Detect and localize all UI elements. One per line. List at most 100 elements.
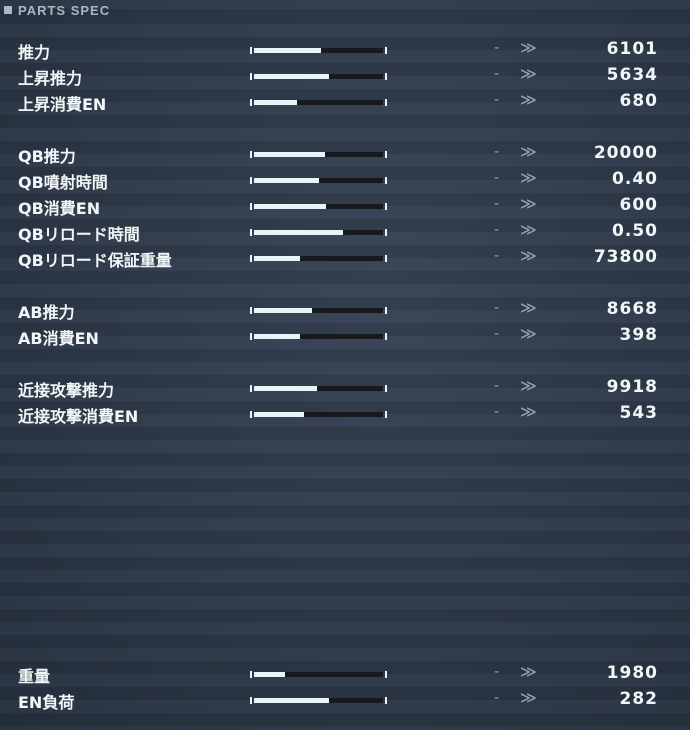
spec-row[interactable]: QB消費EN - ≫ 600 xyxy=(0,193,690,219)
spec-row[interactable]: 上昇消費EN - ≫ 680 xyxy=(0,89,690,115)
bar-cap xyxy=(385,99,387,106)
spec-value: 1980 xyxy=(606,663,658,683)
spec-label: AB推力 xyxy=(18,303,75,322)
bar-cap xyxy=(250,47,252,54)
bar-track xyxy=(254,152,383,157)
spec-value: 680 xyxy=(619,91,658,111)
spec-label: QB推力 xyxy=(18,147,76,166)
double-chevron-right-icon: ≫ xyxy=(520,220,537,239)
spec-value: 8668 xyxy=(606,299,658,319)
spec-bar xyxy=(250,151,387,158)
panel-header: PARTS SPEC xyxy=(4,2,110,18)
bar-cap xyxy=(385,333,387,340)
spec-label: 近接攻撃推力 xyxy=(18,381,115,400)
spec-bar xyxy=(250,47,387,54)
spec-row[interactable]: QB推力 - ≫ 20000 xyxy=(0,141,690,167)
bar-cap xyxy=(385,73,387,80)
bar-track xyxy=(254,230,383,235)
spec-label: QB消費EN xyxy=(18,199,101,218)
delta-value: - xyxy=(494,144,500,160)
spec-label: 推力 xyxy=(18,43,51,62)
bar-cap xyxy=(250,697,252,704)
spec-row[interactable]: QBリロード時間 - ≫ 0.50 xyxy=(0,219,690,245)
bar-track xyxy=(254,204,383,209)
bar-fill xyxy=(254,74,329,79)
bar-cap xyxy=(385,385,387,392)
double-chevron-right-icon: ≫ xyxy=(520,194,537,213)
spec-bar xyxy=(250,229,387,236)
spec-value: 0.50 xyxy=(612,221,658,241)
bar-cap xyxy=(385,671,387,678)
spec-bar xyxy=(250,411,387,418)
bar-cap xyxy=(250,333,252,340)
spec-row[interactable]: QBリロード保証重量 - ≫ 73800 xyxy=(0,245,690,271)
delta-value: - xyxy=(494,66,500,82)
spec-row[interactable]: 推力 - ≫ 6101 xyxy=(0,37,690,63)
bar-cap xyxy=(385,697,387,704)
bar-cap xyxy=(250,151,252,158)
delta-value: - xyxy=(494,690,500,706)
bar-cap xyxy=(385,411,387,418)
bar-track xyxy=(254,308,383,313)
square-bullet-icon xyxy=(4,6,12,14)
delta-value: - xyxy=(494,170,500,186)
bar-cap xyxy=(250,671,252,678)
double-chevron-right-icon: ≫ xyxy=(520,324,537,343)
bar-cap xyxy=(250,307,252,314)
spec-label: 重量 xyxy=(18,667,51,686)
bar-cap xyxy=(385,229,387,236)
spec-row[interactable]: 上昇推力 - ≫ 5634 xyxy=(0,63,690,89)
delta-value: - xyxy=(494,664,500,680)
spec-row[interactable]: 重量 - ≫ 1980 xyxy=(0,661,690,687)
bar-cap xyxy=(250,255,252,262)
bar-track xyxy=(254,412,383,417)
delta-value: - xyxy=(494,404,500,420)
spec-label: 上昇消費EN xyxy=(18,95,107,114)
bar-track xyxy=(254,48,383,53)
spec-row[interactable]: QB噴射時間 - ≫ 0.40 xyxy=(0,167,690,193)
spec-bar xyxy=(250,385,387,392)
spec-bar xyxy=(250,333,387,340)
spec-bar xyxy=(250,99,387,106)
double-chevron-right-icon: ≫ xyxy=(520,298,537,317)
bar-cap xyxy=(250,411,252,418)
spec-label: QBリロード保証重量 xyxy=(18,251,172,270)
bar-fill xyxy=(254,48,322,53)
bar-fill xyxy=(254,308,313,313)
bar-track xyxy=(254,698,383,703)
bar-track xyxy=(254,178,383,183)
bar-cap xyxy=(250,229,252,236)
delta-value: - xyxy=(494,248,500,264)
bar-fill xyxy=(254,334,301,339)
spec-value: 5634 xyxy=(606,65,658,85)
bar-fill xyxy=(254,386,318,391)
spec-row[interactable]: 近接攻撃消費EN - ≫ 543 xyxy=(0,401,690,427)
spec-bar xyxy=(250,177,387,184)
double-chevron-right-icon: ≫ xyxy=(520,688,537,707)
bar-track xyxy=(254,256,383,261)
bar-track xyxy=(254,386,383,391)
double-chevron-right-icon: ≫ xyxy=(520,90,537,109)
spec-bar xyxy=(250,671,387,678)
bar-track xyxy=(254,672,383,677)
spec-value: 282 xyxy=(619,689,658,709)
spec-row[interactable]: AB消費EN - ≫ 398 xyxy=(0,323,690,349)
bar-cap xyxy=(385,177,387,184)
spec-value: 20000 xyxy=(593,143,658,163)
spec-row[interactable]: AB推力 - ≫ 8668 xyxy=(0,297,690,323)
spec-bar xyxy=(250,73,387,80)
bar-track xyxy=(254,334,383,339)
spec-bar xyxy=(250,697,387,704)
bar-cap xyxy=(250,73,252,80)
spec-value: 6101 xyxy=(606,39,658,59)
bar-cap xyxy=(385,255,387,262)
bar-fill xyxy=(254,412,305,417)
spec-row[interactable]: 近接攻撃推力 - ≫ 9918 xyxy=(0,375,690,401)
double-chevron-right-icon: ≫ xyxy=(520,38,537,57)
double-chevron-right-icon: ≫ xyxy=(520,246,537,265)
double-chevron-right-icon: ≫ xyxy=(520,376,537,395)
double-chevron-right-icon: ≫ xyxy=(520,64,537,83)
spec-row[interactable]: EN負荷 - ≫ 282 xyxy=(0,687,690,713)
delta-value: - xyxy=(494,326,500,342)
bar-fill xyxy=(254,256,301,261)
